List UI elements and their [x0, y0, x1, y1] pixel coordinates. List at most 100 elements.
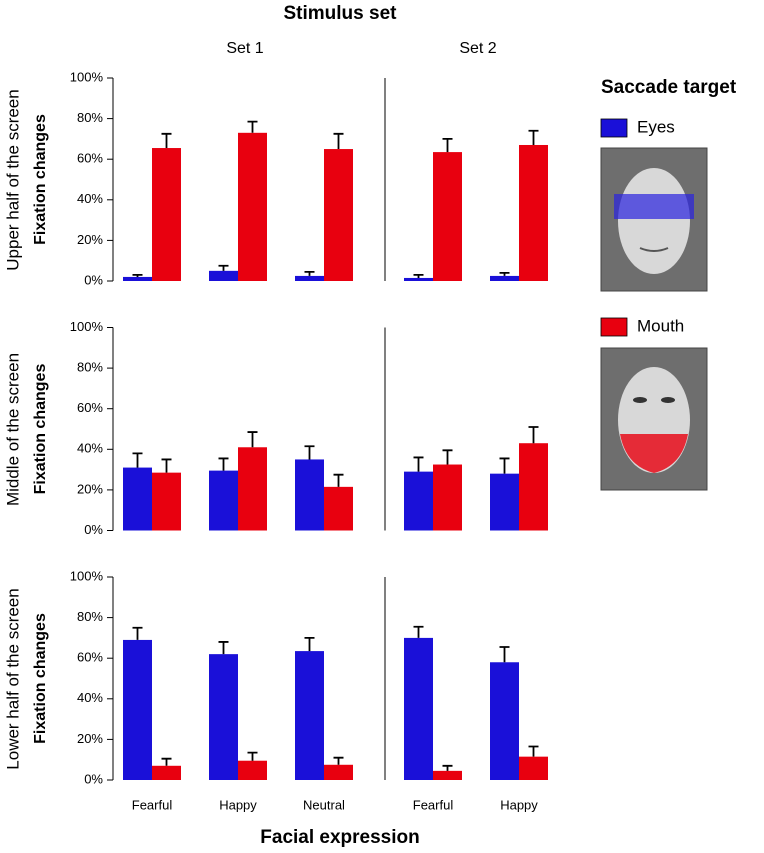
error-bar [413, 456, 424, 472]
x-tick-label: Fearful [413, 797, 454, 812]
bar [324, 149, 353, 281]
bar [295, 275, 324, 281]
x-axis-label: Facial expression [260, 827, 419, 848]
figure-title: Stimulus set [284, 3, 398, 24]
error-bar [499, 646, 510, 663]
y-axis-label: Fixation changes [32, 613, 49, 744]
y-tick-label: 40% [77, 191, 103, 206]
error-bar [413, 625, 424, 638]
bar [404, 637, 433, 780]
bar [404, 277, 433, 281]
bar [324, 764, 353, 780]
bar [152, 148, 181, 281]
error-bar [442, 138, 453, 153]
error-bar [247, 120, 258, 133]
bar [490, 473, 519, 531]
x-tick-label: Happy [500, 797, 538, 812]
y-tick-label: 60% [77, 400, 103, 415]
bar [238, 760, 267, 780]
bar [519, 443, 548, 531]
y-tick-label: 20% [77, 232, 103, 247]
x-tick-label: Happy [219, 797, 257, 812]
bar [209, 654, 238, 780]
y-tick-label: 60% [77, 650, 103, 665]
y-tick-label: 80% [77, 360, 103, 375]
bar [295, 651, 324, 780]
row-title: Middle of the screen [3, 353, 22, 506]
error-bar [528, 426, 539, 444]
row-title: Lower half of the screen [3, 588, 22, 769]
error-bar [528, 745, 539, 757]
y-tick-label: 100% [70, 69, 104, 84]
error-bar [161, 458, 172, 473]
error-bar [161, 132, 172, 149]
error-bar [132, 274, 143, 277]
error-bar [161, 757, 172, 766]
error-bar [218, 457, 229, 471]
column-title: Set 1 [226, 40, 263, 57]
bar [238, 447, 267, 531]
bar [490, 662, 519, 780]
y-axis-label: Fixation changes [32, 114, 49, 245]
y-tick-label: 80% [77, 609, 103, 624]
bar [152, 472, 181, 531]
y-tick-label: 0% [84, 522, 103, 537]
x-tick-label: Fearful [132, 797, 173, 812]
bar [295, 459, 324, 531]
bar [324, 486, 353, 531]
error-bar [442, 764, 453, 771]
y-tick-label: 20% [77, 731, 103, 746]
error-bar [304, 445, 315, 460]
error-bar [442, 449, 453, 465]
legend-swatch [600, 118, 628, 138]
bar [433, 152, 462, 281]
error-bar [499, 271, 510, 276]
legend-title: Saccade target [601, 77, 737, 98]
bar [238, 132, 267, 281]
legend-swatch [600, 317, 628, 337]
error-bar [132, 626, 143, 640]
bar [209, 270, 238, 281]
bar [123, 639, 152, 780]
error-bar [304, 270, 315, 276]
legend-label: Mouth [637, 316, 684, 335]
error-bar [218, 641, 229, 655]
error-bar [333, 756, 344, 765]
bar [519, 756, 548, 780]
y-tick-label: 100% [70, 568, 104, 583]
y-tick-label: 0% [84, 771, 103, 786]
legend-label: Eyes [637, 117, 675, 136]
y-tick-label: 40% [77, 690, 103, 705]
bar [123, 276, 152, 281]
error-bar [333, 132, 344, 150]
error-bar [247, 751, 258, 761]
face-eyes [600, 147, 708, 292]
error-bar [132, 452, 143, 468]
y-tick-label: 80% [77, 110, 103, 125]
y-tick-label: 60% [77, 151, 103, 166]
y-tick-label: 100% [70, 319, 104, 334]
column-title: Set 2 [459, 40, 496, 57]
bar [490, 275, 519, 281]
bar [433, 770, 462, 780]
error-bar [528, 129, 539, 145]
error-bar [333, 473, 344, 487]
bar [404, 471, 433, 531]
bar [519, 144, 548, 281]
error-bar [499, 457, 510, 474]
y-tick-label: 0% [84, 272, 103, 287]
y-axis-label: Fixation changes [32, 364, 49, 495]
y-tick-label: 20% [77, 481, 103, 496]
x-tick-label: Neutral [303, 797, 345, 812]
bar [152, 765, 181, 780]
error-bar [413, 274, 424, 278]
bar [123, 467, 152, 531]
bar [433, 464, 462, 531]
face-mouth [600, 347, 708, 491]
y-tick-label: 40% [77, 441, 103, 456]
bar [209, 470, 238, 531]
error-bar [247, 431, 258, 448]
error-bar [304, 637, 315, 652]
row-title: Upper half of the screen [3, 89, 22, 270]
